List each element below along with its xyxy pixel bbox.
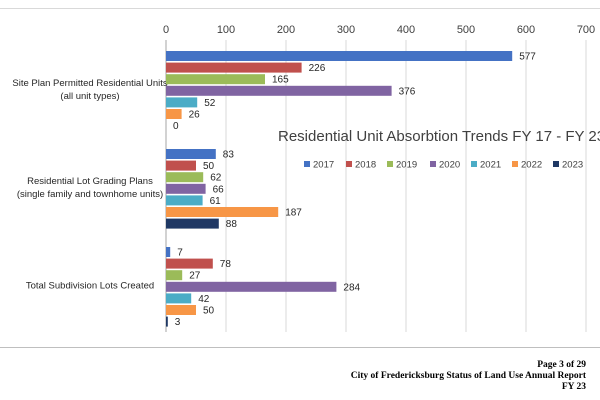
bar-2017-1 [166, 149, 216, 159]
x-tick-label-600: 600 [517, 24, 535, 36]
category-label-1-0: Residential Lot Grading Plans [27, 176, 153, 187]
bar-2020-1 [166, 183, 206, 194]
fiscal-year: FY 23 [561, 382, 586, 392]
x-tick-label-0: 0 [163, 24, 169, 36]
value-label-2017-2: 7 [177, 248, 183, 259]
chart-title: Residential Unit Absorbtion Trends FY 17… [278, 128, 600, 145]
value-label-2022-0: 26 [189, 110, 201, 121]
report-title: City of Fredericksburg Status of Land Us… [350, 371, 586, 381]
value-label-2023-1: 88 [226, 219, 238, 230]
x-tick-label-200: 200 [277, 24, 295, 36]
legend-label-2019: 2019 [396, 160, 417, 171]
x-tick-label-700: 700 [577, 24, 595, 36]
bar-2018-1 [166, 160, 196, 171]
value-label-2018-2: 78 [220, 259, 232, 270]
value-label-2023-2: 3 [175, 317, 181, 328]
value-label-2023-0: 0 [173, 121, 179, 132]
x-tick-label-500: 500 [457, 24, 475, 36]
bar-2019-0 [166, 74, 265, 85]
legend-swatch-2023 [553, 161, 559, 167]
bar-2019-1 [166, 172, 204, 183]
page-footer: Page 3 of 29 City of Fredericksburg Stat… [351, 360, 586, 393]
value-label-2021-2: 42 [198, 294, 210, 305]
bar-2021-1 [166, 195, 203, 206]
footer-divider [0, 347, 600, 348]
value-label-2021-0: 52 [204, 98, 216, 109]
value-label-2020-1: 66 [213, 184, 225, 195]
bar-2021-2 [166, 293, 192, 304]
top-rule [0, 8, 600, 9]
value-label-2017-0: 577 [519, 52, 536, 63]
value-label-2019-0: 165 [272, 75, 289, 86]
value-label-2021-1: 61 [210, 196, 222, 207]
legend-swatch-2020 [430, 161, 436, 167]
bar-2020-2 [166, 281, 337, 292]
page-number: Page 3 of 29 [537, 360, 586, 370]
category-label-0-0: Site Plan Permitted Residential Units [12, 78, 167, 89]
value-label-2019-2: 27 [189, 271, 201, 282]
legend-label-2021: 2021 [480, 160, 501, 171]
category-label-1-1: (single family and townhome units) [17, 189, 163, 200]
legend-swatch-2022 [512, 161, 518, 167]
category-label-2-0: Total Subdivision Lots Created [26, 281, 154, 292]
bar-2018-2 [166, 258, 213, 269]
bar-2023-2 [166, 316, 168, 327]
legend-swatch-2018 [346, 161, 352, 167]
value-label-2020-0: 376 [399, 86, 416, 97]
legend-label-2017: 2017 [313, 160, 334, 171]
legend-swatch-2021 [471, 161, 477, 167]
value-label-2018-1: 50 [203, 161, 215, 172]
legend-swatch-2019 [387, 161, 393, 167]
bar-2022-2 [166, 305, 196, 315]
legend-swatch-2017 [304, 161, 310, 167]
legend-label-2023: 2023 [562, 160, 583, 171]
value-label-2019-1: 62 [210, 173, 222, 184]
bar-2017-2 [166, 247, 171, 257]
x-tick-label-400: 400 [397, 24, 415, 36]
x-tick-label-300: 300 [337, 24, 355, 36]
value-label-2022-2: 50 [203, 306, 215, 317]
category-label-0-1: (all unit types) [60, 91, 119, 102]
value-label-2017-1: 83 [223, 150, 235, 161]
bar-2022-0 [166, 109, 182, 119]
value-label-2022-1: 187 [285, 208, 302, 219]
value-label-2020-2: 284 [343, 282, 360, 293]
bar-2023-1 [166, 218, 219, 229]
bar-2019-2 [166, 270, 183, 281]
bar-2022-1 [166, 207, 279, 217]
bar-2021-0 [166, 97, 198, 108]
legend-label-2022: 2022 [521, 160, 542, 171]
x-tick-label-100: 100 [217, 24, 235, 36]
bar-2018-0 [166, 62, 302, 73]
bar-2020-0 [166, 85, 392, 96]
bar-2017-0 [166, 51, 513, 61]
legend-label-2018: 2018 [355, 160, 376, 171]
legend-label-2020: 2020 [439, 160, 460, 171]
value-label-2018-0: 226 [309, 63, 326, 74]
